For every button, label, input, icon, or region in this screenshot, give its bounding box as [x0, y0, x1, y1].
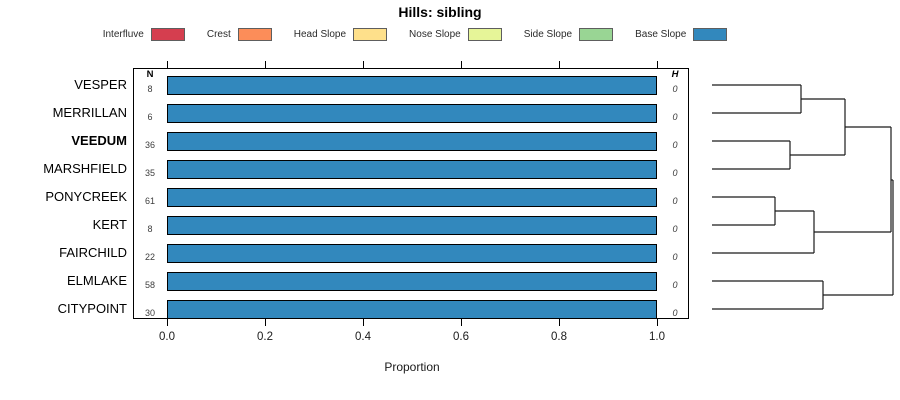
h-value-citypoint: 0 [672, 307, 678, 318]
bar-segment-base-slope [168, 244, 656, 262]
x-tick-bottom [656, 319, 658, 326]
h-value-vesper: 0 [672, 83, 678, 94]
legend-item-base-slope: Base Slope [635, 27, 728, 41]
h-value-veedum: 0 [672, 139, 678, 150]
bar-segment-base-slope [168, 272, 656, 290]
n-value-fairchild: 22 [144, 251, 155, 262]
x-tick-label: 0.6 [453, 331, 469, 343]
legend-label: Side Slope [523, 28, 573, 40]
legend-swatch-head-slope [353, 27, 388, 41]
legend-swatch-side-slope [579, 27, 614, 41]
category-label-marshfield: MARSHFIELD [43, 161, 127, 176]
bar-segment-base-slope [168, 76, 656, 94]
n-value-veedum: 36 [144, 139, 155, 150]
n-value-elmlake: 58 [144, 279, 155, 290]
legend-swatch-nose-slope [467, 27, 502, 41]
bar-segment-base-slope [168, 300, 656, 318]
x-axis-label: Proportion [384, 360, 440, 374]
category-label-elmlake: ELMLAKE [67, 273, 127, 288]
bar-segment-base-slope [168, 216, 656, 234]
legend-swatch-base-slope [693, 27, 728, 41]
legend-label: Base Slope [635, 28, 687, 40]
legend-swatch-interfluve [150, 27, 185, 41]
category-label-merrillan: MERRILLAN [52, 105, 127, 120]
x-tick-top [460, 61, 462, 68]
x-tick-bottom [166, 319, 168, 326]
h-value-merrillan: 0 [672, 111, 678, 122]
h-value-ponycreek: 0 [672, 195, 678, 206]
legend: Interfluve Crest Head Slope Nose Slope Side … [0, 26, 830, 42]
n-value-vesper: 8 [147, 83, 153, 94]
n-value-ponycreek: 61 [144, 195, 155, 206]
h-value-elmlake: 0 [672, 279, 678, 290]
h-value-marshfield: 0 [672, 167, 678, 178]
h-value-kert: 0 [672, 223, 678, 234]
legend-label: Interfluve [102, 28, 144, 40]
bar-elmlake [167, 271, 657, 291]
x-tick-top [264, 61, 266, 68]
x-tick-label: 0.2 [257, 331, 273, 343]
bar-segment-base-slope [168, 188, 656, 206]
category-label-citypoint: CITYPOINT [57, 301, 127, 316]
n-value-marshfield: 35 [144, 167, 155, 178]
legend-item-crest: Crest [206, 27, 272, 41]
chart-title: Hills: sibling [398, 4, 482, 20]
legend-label: Head Slope [293, 28, 347, 40]
x-tick-bottom [362, 319, 364, 326]
n-value-merrillan: 6 [147, 111, 153, 122]
x-tick-bottom [264, 319, 266, 326]
x-tick-top [656, 61, 658, 68]
n-value-citypoint: 30 [144, 307, 155, 318]
category-label-vesper: VESPER [74, 77, 127, 92]
bar-veedum [167, 131, 657, 151]
h-column-header: H [671, 69, 679, 80]
category-label-ponycreek: PONYCREEK [45, 189, 127, 204]
bar-ponycreek [167, 187, 657, 207]
x-tick-label: 0.4 [355, 331, 371, 343]
category-label-kert: KERT [92, 217, 127, 232]
x-tick-label: 0.8 [551, 331, 567, 343]
bar-segment-base-slope [168, 160, 656, 178]
x-tick-top [362, 61, 364, 68]
dendrogram [712, 84, 894, 310]
legend-label: Nose Slope [409, 28, 461, 40]
x-tick-top [166, 61, 168, 68]
h-value-fairchild: 0 [672, 251, 678, 262]
legend-swatch-crest [237, 27, 272, 41]
bar-segment-base-slope [168, 132, 656, 150]
legend-item-interfluve: Interfluve [102, 27, 185, 41]
legend-item-nose-slope: Nose Slope [409, 27, 502, 41]
x-tick-bottom [460, 319, 462, 326]
x-tick-label: 1.0 [649, 331, 665, 343]
bar-segment-base-slope [168, 104, 656, 122]
category-label-fairchild: FAIRCHILD [59, 245, 127, 260]
bar-kert [167, 215, 657, 235]
n-column-header: N [146, 69, 154, 80]
x-tick-bottom [558, 319, 560, 326]
category-label-veedum: VEEDUM [71, 133, 127, 148]
bar-merrillan [167, 103, 657, 123]
legend-item-side-slope: Side Slope [523, 27, 614, 41]
bar-citypoint [167, 299, 657, 319]
n-value-kert: 8 [147, 223, 153, 234]
x-tick-label: 0.0 [159, 331, 175, 343]
bar-fairchild [167, 243, 657, 263]
legend-item-head-slope: Head Slope [293, 27, 388, 41]
bar-marshfield [167, 159, 657, 179]
x-tick-top [558, 61, 560, 68]
bar-vesper [167, 75, 657, 95]
legend-label: Crest [206, 28, 231, 40]
